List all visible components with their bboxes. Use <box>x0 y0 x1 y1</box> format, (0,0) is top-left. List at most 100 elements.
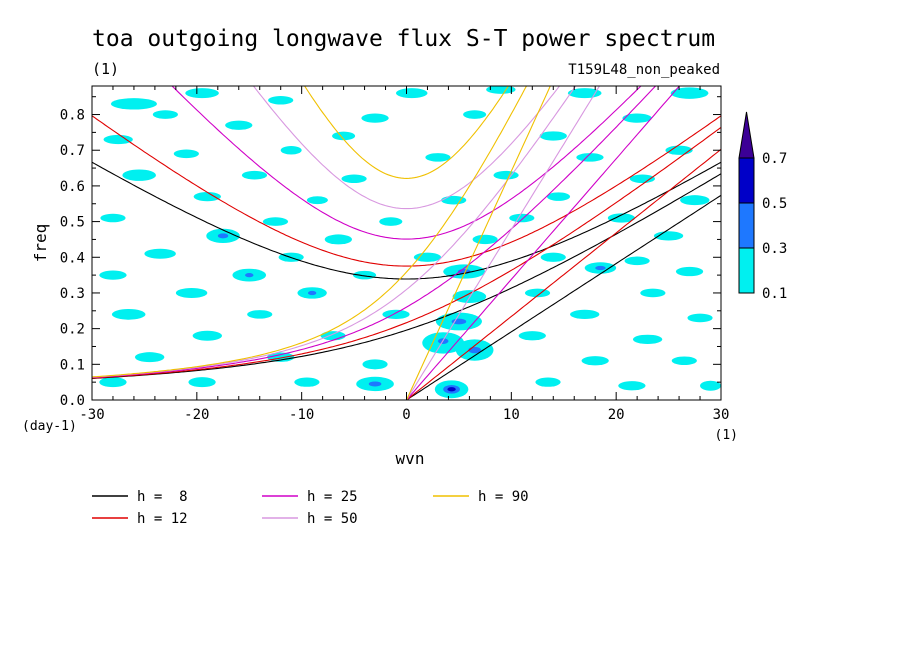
plot-frame <box>91 85 722 401</box>
mixed-rossby-gravity-h25 <box>92 86 657 379</box>
contour-region-low <box>632 334 663 344</box>
contour-region-mid <box>217 233 229 239</box>
x-axis-units: (1) <box>715 428 738 443</box>
legend-item: h = 50 <box>262 511 358 527</box>
contour-region-low <box>700 380 721 391</box>
contour-region-low <box>640 288 666 298</box>
legend: h = 8 h = 12 h = 25 h = 50 h = 90 <box>92 489 529 527</box>
contour-region-low <box>687 313 713 323</box>
chart-subtitle: T159L48_non_peaked <box>568 62 720 78</box>
contour-region-low <box>193 191 221 202</box>
contour-region-low <box>629 174 655 184</box>
contour-region-low <box>241 170 268 180</box>
legend-label: h = 50 <box>307 511 358 527</box>
x-tick-label: -10 <box>289 407 314 423</box>
contour-region-low <box>622 113 652 123</box>
contour-region-mid <box>368 381 382 387</box>
x-tick-label: 30 <box>713 407 730 423</box>
contour-region-low <box>546 192 571 201</box>
contour-region-low <box>535 377 561 387</box>
contour-region-low <box>122 169 156 181</box>
y-tick-label: 0.3 <box>60 286 85 302</box>
contour-region-low <box>670 87 709 99</box>
contour-region-low <box>173 149 199 159</box>
contour-region-low <box>192 330 222 341</box>
legend-item: h = 12 <box>92 511 188 527</box>
contour-region-low <box>280 145 302 155</box>
dispersion-curve-h25 <box>92 86 681 400</box>
x-tick-label: 0 <box>402 407 410 423</box>
contour-region-low <box>379 217 403 226</box>
contour-region-low <box>570 309 600 320</box>
mixed-rossby-gravity-h90 <box>92 86 528 378</box>
y-tick-label: 0.0 <box>60 393 85 409</box>
dispersion-curve-h90 <box>92 86 551 400</box>
inertia-gravity-wave-h90 <box>303 86 510 179</box>
legend-label: h = 8 <box>137 489 188 505</box>
contour-region-low <box>188 377 216 388</box>
contour-region-low <box>653 231 684 241</box>
legend-label: h = 12 <box>137 511 188 527</box>
dispersion-curve-h12 <box>92 115 721 400</box>
contour-region-low <box>268 95 294 105</box>
contour-region-low <box>225 120 253 130</box>
chart-units: (1) <box>92 60 119 78</box>
dispersion-curves <box>92 86 721 400</box>
y-tick-label: 0.1 <box>60 357 85 373</box>
mixed-rossby-gravity-h8 <box>92 173 721 379</box>
contour-region-low <box>294 377 320 387</box>
legend-item: h = 90 <box>433 489 529 505</box>
inertia-gravity-wave-h50 <box>252 86 561 210</box>
colorbar-level-label: 0.1 <box>762 286 787 302</box>
mixed-rossby-gravity-h50 <box>92 86 577 378</box>
contour-region-low <box>441 195 467 205</box>
contour-region-low <box>99 377 127 388</box>
contour-region-low <box>99 270 127 280</box>
contour-region-high <box>447 387 456 392</box>
x-axis: -30 -20 -10 0 10 20 30 <box>79 86 729 423</box>
x-tick-label: 20 <box>608 407 625 423</box>
y-tick-label: 0.8 <box>60 108 85 124</box>
x-tick-label: -30 <box>79 407 104 423</box>
x-tick-label: -20 <box>184 407 209 423</box>
kelvin-wave-h25 <box>406 86 681 400</box>
contour-region-low <box>134 352 165 363</box>
colorbar-segment <box>738 157 755 204</box>
contour-region-low <box>425 153 451 162</box>
kelvin-wave-h90 <box>405 86 551 400</box>
contour-region-low <box>185 88 219 99</box>
contour-region-low <box>103 134 133 145</box>
contour-region-low <box>110 98 157 110</box>
colorbar-top-arrow <box>738 111 755 159</box>
contour-region-low <box>324 234 352 245</box>
legend-item: h = 8 <box>92 489 188 505</box>
contour-region-mid <box>307 290 317 296</box>
contour-region-low <box>152 110 178 119</box>
contour-region-low <box>362 359 388 370</box>
colorbar-segment <box>738 202 755 249</box>
contour-region-low <box>624 256 650 266</box>
legend-label: h = 90 <box>478 489 529 505</box>
contour-region-low <box>413 252 442 262</box>
contour-region-low <box>607 213 636 223</box>
contour-region-low <box>576 153 604 162</box>
contour-region-low <box>486 86 516 94</box>
contour-region-low <box>518 331 546 341</box>
kelvin-wave-h12 <box>406 148 721 400</box>
y-axis-label: freq <box>31 224 50 263</box>
y-tick-label: 0.4 <box>60 250 85 266</box>
x-axis-label: wvn <box>396 449 425 468</box>
contour-region-mid <box>595 265 606 271</box>
legend-item: h = 25 <box>262 489 358 505</box>
contour-region-mid <box>245 272 254 278</box>
inertia-gravity-wave-h12 <box>92 115 721 267</box>
contour-region-low <box>111 309 146 320</box>
inertia-gravity-wave-h25 <box>171 86 642 240</box>
contour-region-low <box>509 213 535 223</box>
contour-region-low <box>247 310 273 319</box>
contour-fill-layer <box>99 86 721 399</box>
contour-region-low <box>540 252 566 262</box>
colorbar-level-label: 0.7 <box>762 151 787 167</box>
chart-title: toa outgoing longwave flux S-T power spe… <box>92 26 715 52</box>
contour-region-low <box>680 195 710 206</box>
